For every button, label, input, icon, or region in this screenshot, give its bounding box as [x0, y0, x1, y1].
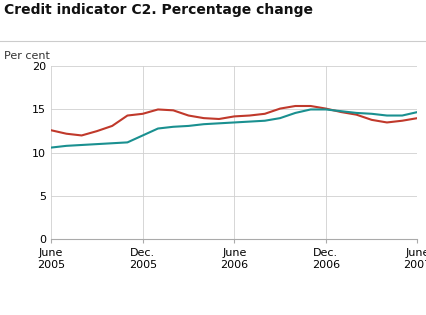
12 mth.	[64, 144, 69, 148]
3 mth. mov.avg	[415, 116, 420, 120]
3 mth. mov.avg	[354, 113, 359, 117]
3 mth. mov.avg	[384, 121, 389, 124]
3 mth. mov.avg	[308, 104, 313, 108]
3 mth. mov.avg	[323, 107, 328, 111]
12 mth.	[339, 109, 344, 113]
12 mth.	[293, 111, 298, 115]
12 mth.	[415, 110, 420, 114]
12 mth.	[278, 116, 283, 120]
12 mth.	[109, 141, 115, 145]
12 mth.	[49, 146, 54, 149]
3 mth. mov.avg	[155, 107, 161, 111]
3 mth. mov.avg	[140, 112, 145, 116]
3 mth. mov.avg	[79, 134, 84, 137]
3 mth. mov.avg	[125, 114, 130, 117]
3 mth. mov.avg	[369, 118, 374, 122]
12 mth.	[323, 107, 328, 111]
3 mth. mov.avg	[278, 107, 283, 111]
3 mth. mov.avg	[216, 117, 222, 121]
3 mth. mov.avg	[171, 108, 176, 112]
3 mth. mov.avg	[109, 124, 115, 128]
12 mth.	[201, 122, 206, 126]
12 mth.	[155, 127, 161, 130]
12 mth.	[171, 125, 176, 129]
12 mth.	[79, 143, 84, 147]
12 mth.	[400, 114, 405, 117]
12 mth.	[216, 121, 222, 125]
3 mth. mov.avg	[293, 104, 298, 108]
3 mth. mov.avg	[201, 116, 206, 120]
12 mth.	[384, 114, 389, 117]
Text: Per cent: Per cent	[4, 51, 50, 61]
12 mth.	[94, 142, 99, 146]
12 mth.	[125, 140, 130, 144]
Line: 3 mth. mov.avg: 3 mth. mov.avg	[51, 106, 417, 135]
3 mth. mov.avg	[232, 114, 237, 118]
12 mth.	[262, 119, 268, 123]
3 mth. mov.avg	[247, 114, 252, 117]
12 mth.	[247, 120, 252, 123]
3 mth. mov.avg	[64, 132, 69, 135]
12 mth.	[308, 107, 313, 111]
Line: 12 mth.: 12 mth.	[51, 109, 417, 147]
3 mth. mov.avg	[186, 114, 191, 117]
12 mth.	[369, 112, 374, 116]
Legend: 3 mth. mov.avg, 12 mth.: 3 mth. mov.avg, 12 mth.	[109, 311, 323, 315]
3 mth. mov.avg	[262, 112, 268, 116]
3 mth. mov.avg	[339, 110, 344, 114]
3 mth. mov.avg	[94, 129, 99, 133]
Text: Credit indicator C2. Percentage change: Credit indicator C2. Percentage change	[4, 3, 313, 17]
12 mth.	[140, 134, 145, 137]
3 mth. mov.avg	[400, 119, 405, 123]
12 mth.	[354, 111, 359, 115]
3 mth. mov.avg	[49, 129, 54, 132]
12 mth.	[232, 121, 237, 124]
12 mth.	[186, 124, 191, 128]
